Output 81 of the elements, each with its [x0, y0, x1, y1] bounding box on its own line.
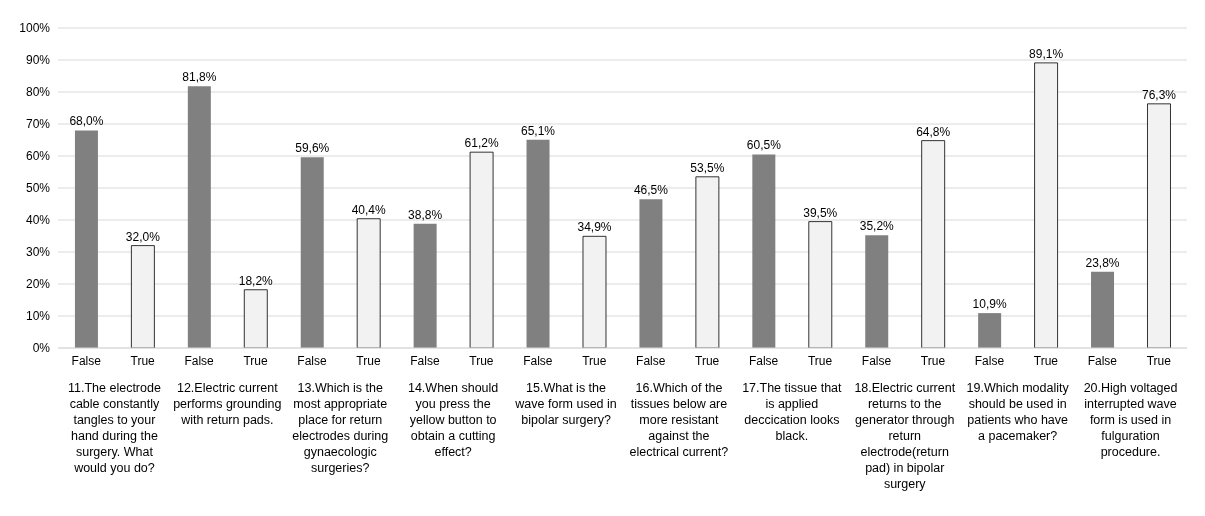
x-tick-label: True	[469, 353, 494, 368]
bar	[1034, 62, 1058, 348]
x-tick-label: False	[297, 353, 328, 368]
x-tick-label: True	[1146, 353, 1172, 368]
data-label: 38,8%	[408, 207, 443, 222]
data-label: 65,1%	[521, 123, 556, 138]
bar	[187, 86, 211, 348]
data-label: 68,0%	[69, 114, 104, 129]
bar	[526, 139, 550, 348]
x-tick-label: False	[184, 353, 215, 368]
data-label: 60,5%	[746, 138, 782, 153]
data-label: 35,2%	[859, 219, 895, 234]
bar	[865, 235, 889, 348]
text: 15.What is the wave form used in bipolar surgery?	[514, 380, 618, 428]
text: 20.High voltaged interrupted wave form is used in fulguration procedure.	[1082, 380, 1179, 460]
bar	[130, 245, 155, 348]
x-tick-label: False	[748, 353, 779, 368]
bar	[1147, 103, 1171, 348]
bar	[639, 199, 663, 348]
data-label: 46,5%	[633, 183, 669, 198]
y-tick-label: 90%	[25, 53, 51, 68]
bar	[752, 154, 776, 348]
y-tick-label: 50%	[25, 181, 51, 196]
data-label: 64,8%	[916, 124, 951, 139]
y-tick-label: 40%	[25, 213, 51, 228]
bar	[469, 151, 494, 348]
bar	[243, 289, 268, 348]
data-label: 76,3%	[1141, 87, 1177, 102]
data-label: 32,0%	[125, 229, 161, 244]
y-tick-label: 0%	[32, 341, 51, 356]
data-label: 10,9%	[972, 297, 1007, 312]
bar	[978, 313, 1002, 348]
x-tick-label: True	[356, 353, 381, 368]
data-label: 61,2%	[464, 136, 499, 151]
x-tick-label: True	[807, 353, 833, 368]
x-tick-label: True	[582, 353, 607, 368]
text: 18.Electric current returns to the generator through return electrode(return pad) in bipolar surgery	[853, 380, 957, 492]
data-label: 34,9%	[577, 220, 612, 235]
bar	[74, 130, 98, 348]
x-tick-label: True	[1033, 353, 1059, 368]
x-tick-label: False	[974, 353, 1005, 368]
bar	[695, 176, 720, 348]
x-tick-label: False	[410, 353, 440, 368]
x-tick-label: True	[243, 353, 269, 368]
data-label: 89,1%	[1029, 46, 1064, 61]
x-tick-label: True	[695, 353, 720, 368]
bar	[921, 140, 946, 348]
data-label: 81,8%	[182, 70, 217, 85]
bar	[582, 235, 607, 348]
y-tick-label: 60%	[25, 149, 51, 164]
text: 17.The tissue that is applied deccication looks black.	[741, 380, 843, 444]
x-tick-label: False	[861, 353, 892, 368]
data-label: 23,8%	[1085, 255, 1120, 270]
data-label: 59,6%	[295, 141, 330, 156]
data-label: 40,4%	[351, 202, 387, 217]
y-tick-label: 20%	[25, 277, 51, 292]
x-tick-label: False	[1087, 353, 1118, 368]
y-tick-label: 10%	[25, 309, 51, 324]
x-tick-label: False	[523, 353, 553, 368]
x-tick-label: False	[636, 353, 666, 368]
y-tick-label: 30%	[25, 245, 51, 260]
text: 13.Which is the most appropriate place for return electrodes during gynaecologic surgeries?	[291, 380, 390, 476]
text: 16.Which of the tissues below are more resistant against the electrical current?	[628, 380, 730, 460]
data-label: 53,5%	[690, 160, 725, 175]
bar	[808, 221, 833, 348]
y-tick-label: 80%	[25, 85, 51, 100]
x-tick-label: False	[71, 353, 102, 368]
bar	[1091, 271, 1115, 348]
text: 14.When should you press the yellow button to obtain a cutting effect?	[406, 380, 500, 460]
text: 12.Electric current performs grounding with return pads.	[172, 380, 283, 428]
bar	[413, 223, 437, 348]
x-tick-label: True	[130, 353, 156, 368]
bar	[300, 157, 324, 348]
text: 19.Which modality should be used in patients who have a pacemaker?	[965, 380, 1070, 444]
x-tick-label: True	[920, 353, 946, 368]
data-label: 39,5%	[803, 205, 838, 220]
data-label: 18,2%	[238, 273, 274, 288]
bar	[356, 218, 381, 348]
text: 11.The electrode cable constantly tangles to your hand during the surgery. What would you do?	[67, 380, 162, 476]
y-tick-label: 100%	[19, 21, 51, 36]
y-tick-label: 70%	[25, 117, 51, 132]
